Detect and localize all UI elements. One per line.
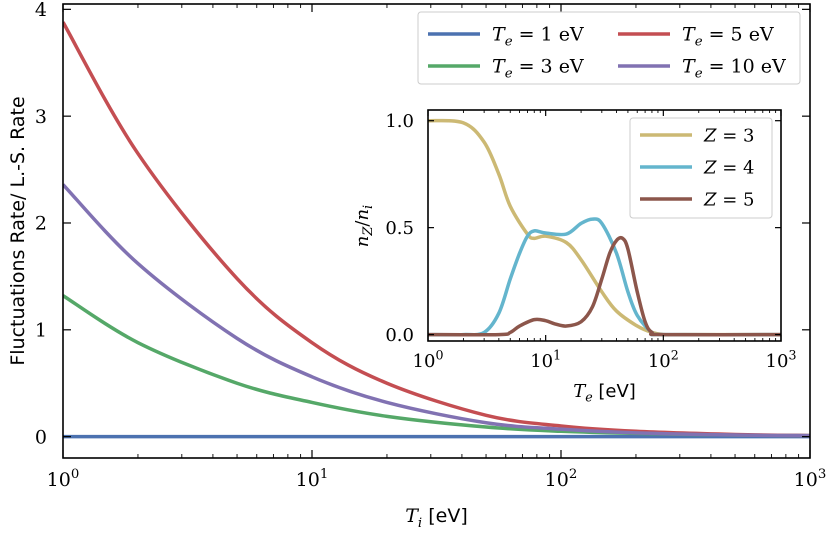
inset-x-tick-label: 102 (648, 347, 679, 372)
inset-x-tick-label: 100 (413, 347, 444, 372)
main-y-tick-label: 0 (35, 426, 47, 448)
inset-legend-box (629, 117, 773, 219)
inset-legend: Z = 3 Z = 4 Z = 5 (629, 117, 773, 219)
main-x-axis-label: Ti [eV] (405, 505, 468, 531)
inset-y-tick-label: 0.5 (385, 218, 414, 239)
inset-x-axis-label: Te [eV] (573, 381, 636, 405)
main-legend-label-1: Te = 1 eV (492, 24, 584, 50)
main-y-tick-label: 3 (35, 106, 47, 128)
inset-axes-frame (427, 109, 782, 342)
main-y-axis-label: Fluctuations Rate/ L.-S. Rate (7, 96, 29, 365)
main-y-tick-label: 4 (35, 0, 47, 21)
main-axes-frame (62, 3, 811, 459)
inset-x-tick-label: 103 (766, 347, 797, 372)
inset-series-line-2 (428, 217, 781, 337)
main-x-tick-label: 100 (47, 467, 80, 491)
inset-y-axis-label: nZ/ni (352, 205, 376, 247)
main-series-line-4 (63, 183, 810, 438)
inset-x-tick-label: 101 (530, 347, 561, 372)
inset-legend-label-1: Z = 3 (703, 125, 755, 146)
inset-y-tick-label: 0.0 (385, 325, 414, 346)
main-y-tick-label: 1 (35, 319, 47, 341)
inset-series-line-3 (428, 235, 781, 337)
main-legend-box (417, 11, 801, 85)
main-legend-label-2: Te = 3 eV (492, 56, 584, 82)
main-x-tick-label: 103 (794, 467, 827, 491)
inset-y-tick-label: 1.0 (385, 111, 414, 132)
main-legend-label-3: Te = 5 eV (682, 24, 774, 50)
main-legend: Te = 1 eV Te = 3 eV Te = 5 eV Te = 10 eV (417, 11, 801, 85)
main-y-tick-label: 2 (35, 213, 47, 235)
main-series-group (63, 21, 810, 439)
main-x-tick-label: 101 (296, 467, 329, 491)
inset-legend-label-3: Z = 5 (703, 189, 755, 210)
main-x-tick-label: 102 (545, 467, 578, 491)
inset-series-group (428, 118, 781, 337)
main-legend-label-4: Te = 10 eV (682, 56, 786, 82)
inset-legend-label-2: Z = 4 (703, 157, 755, 178)
